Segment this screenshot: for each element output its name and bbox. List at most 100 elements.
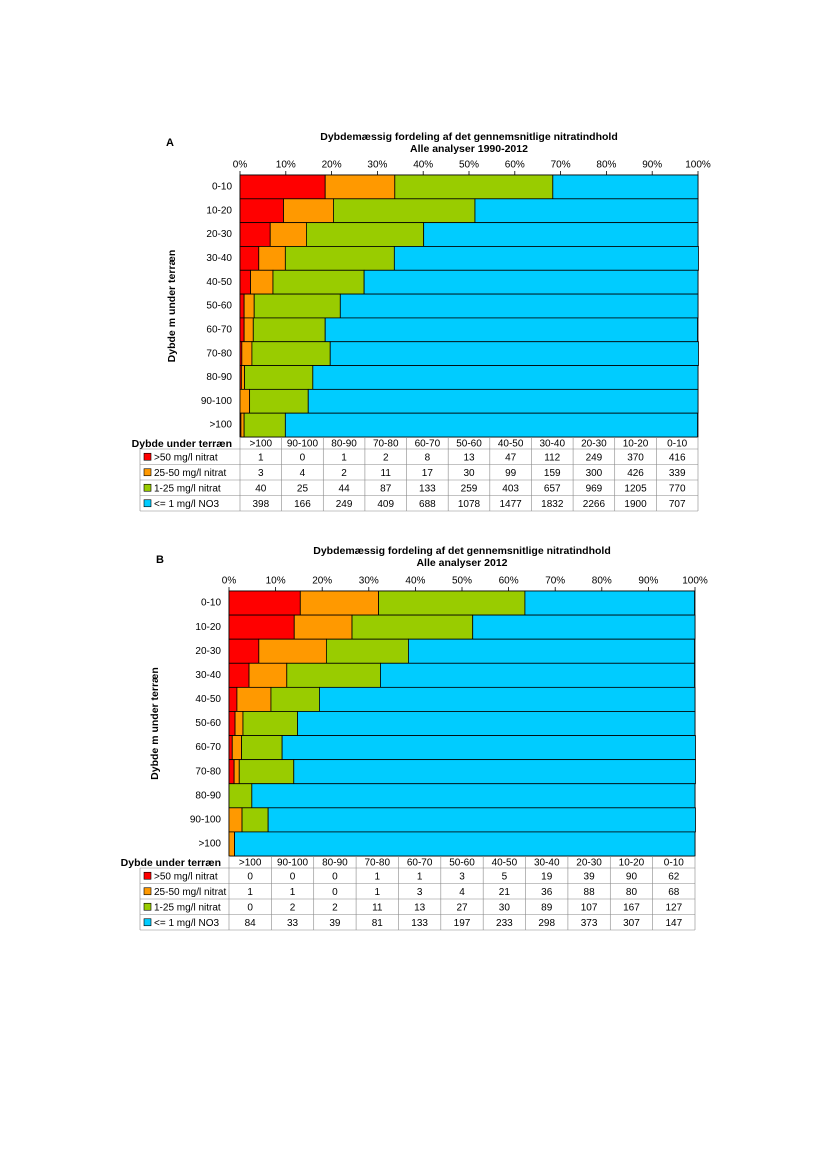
bar-segment [250, 269, 274, 295]
chart-title: Dybdemæssig fordeling af det gennemsnitl… [320, 131, 618, 143]
x-tick-label: 30% [367, 160, 387, 171]
x-tick-label: 90% [638, 576, 658, 587]
bar-segment [286, 662, 381, 688]
bar-segment [239, 388, 251, 414]
table-cell: 398 [252, 499, 269, 510]
table-cell: 3 [258, 468, 264, 479]
bar-segment [258, 638, 327, 664]
legend-label: <= 1 mg/l NO3 [154, 918, 219, 929]
table-cell: 17 [422, 468, 434, 479]
bar-segment [248, 662, 288, 688]
y-tick-label: >100 [209, 420, 232, 431]
bar-segment [234, 831, 696, 857]
legend-swatch [143, 468, 152, 477]
table-cell: 80 [626, 887, 638, 898]
table-column-header: 40-50 [492, 858, 518, 869]
bar-segment [351, 614, 474, 640]
chart-subtitle: Alle analyser 1990-2012 [410, 143, 528, 155]
bar-segment [319, 686, 696, 712]
bar-segment [363, 269, 699, 295]
legend-swatch [143, 871, 152, 880]
table-cell: 147 [665, 918, 682, 929]
table-cell: 233 [496, 918, 513, 929]
y-tick-label: 20-30 [195, 646, 221, 657]
bar-segment [249, 388, 309, 414]
bar-segment [312, 365, 699, 390]
bar-segment [239, 198, 284, 224]
bar-segment [293, 759, 696, 785]
table-column-header: 10-20 [619, 858, 645, 869]
table-cell: 1 [290, 887, 296, 898]
y-tick-label: 0-10 [212, 182, 232, 193]
table-cell: 1832 [541, 499, 564, 510]
table-cell: 21 [499, 887, 511, 898]
legend-swatch [143, 452, 152, 461]
table-cell: 90 [626, 871, 638, 882]
y-tick-label: 90-100 [201, 396, 233, 407]
bar-segment [236, 686, 272, 712]
chart-subtitle: Alle analyser 2012 [416, 557, 507, 569]
y-tick-label: 50-60 [206, 301, 232, 312]
bar-segment [251, 341, 331, 366]
table-cell: 0 [332, 871, 338, 882]
bar-segment [299, 590, 379, 616]
bar-segment [234, 711, 244, 736]
table-column-header: 70-80 [364, 858, 390, 869]
bar-segment [394, 174, 554, 200]
x-tick-label: 20% [322, 160, 342, 171]
table-cell: 0 [332, 887, 338, 898]
table-cell: 197 [454, 918, 471, 929]
table-cell: 44 [339, 483, 351, 494]
x-tick-label: 60% [505, 160, 525, 171]
table-cell: 5 [502, 871, 508, 882]
table-column-header: 0-10 [664, 858, 684, 869]
table-column-header: >100 [239, 858, 262, 869]
bar-segment [231, 735, 242, 761]
table-cell: 40 [255, 483, 267, 494]
bar-segment [244, 365, 314, 390]
table-cell: 1 [374, 871, 380, 882]
table-cell: 0 [247, 871, 253, 882]
bar-segment [241, 735, 283, 761]
bar-segment [228, 735, 233, 761]
bar-segment [408, 638, 695, 664]
y-tick-label: >100 [198, 839, 221, 850]
bar-segment [270, 686, 320, 712]
table-cell: 2266 [583, 499, 606, 510]
table-column-header: >100 [250, 439, 273, 450]
table-cell: 1 [341, 452, 347, 463]
table-column-header: 20-30 [581, 439, 607, 450]
bar-segment [524, 590, 695, 616]
bar-segment [552, 174, 699, 200]
x-tick-label: 60% [499, 576, 519, 587]
y-tick-label: 90-100 [190, 815, 222, 826]
x-tick-label: 10% [266, 576, 286, 587]
table-cell: 36 [541, 887, 553, 898]
bar-segment [240, 412, 245, 438]
x-tick-label: 100% [685, 160, 711, 171]
table-cell: 0 [300, 452, 306, 463]
table-cell: 33 [287, 918, 299, 929]
table-cell: 4 [459, 887, 465, 898]
x-tick-label: 40% [405, 576, 425, 587]
table-cell: 159 [544, 468, 561, 479]
table-column-header: 70-80 [373, 439, 399, 450]
table-cell: 969 [586, 483, 603, 494]
table-column-header: 30-40 [539, 439, 565, 450]
table-cell: 11 [372, 902, 383, 913]
table-cell: 249 [586, 452, 603, 463]
table-cell: 166 [294, 499, 311, 510]
y-tick-label: 0-10 [201, 598, 221, 609]
bar-segment [253, 293, 341, 319]
bar-segment [472, 614, 696, 640]
table-cell: 298 [538, 918, 555, 929]
y-tick-label: 10-20 [195, 622, 221, 633]
table-cell: 167 [623, 902, 640, 913]
y-tick-label: 60-70 [206, 324, 232, 335]
y-tick-label: 60-70 [195, 742, 221, 753]
table-cell: 133 [419, 483, 436, 494]
x-tick-label: 30% [359, 576, 379, 587]
bar-segment [239, 293, 245, 319]
bar-segment [228, 783, 253, 809]
table-label: Dybde under terræn [132, 438, 232, 450]
